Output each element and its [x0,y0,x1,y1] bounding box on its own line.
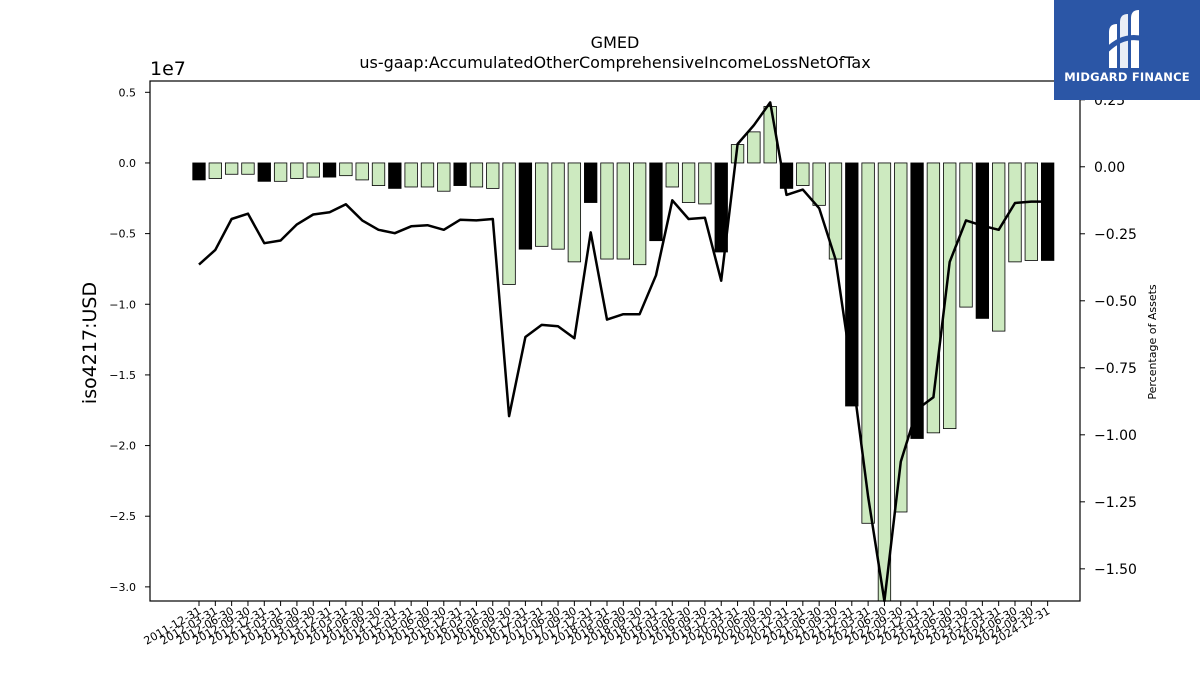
bar-2016-12-31 [518,162,533,250]
bar-2018-06-30 [616,162,630,260]
bars-group [192,106,1055,602]
bar-2023-06-30 [943,162,957,430]
bar-2014-12-31 [388,162,402,189]
bar-2012-03-31 [208,162,222,179]
bar-2012-06-30 [224,162,239,175]
chart-title: GMED [591,33,640,52]
y2-tick-label: −1.00 [1094,428,1137,444]
bar-2018-03-31 [600,162,614,260]
bar-2017-09-30 [567,162,582,263]
bar-2022-03-31 [861,162,875,524]
bar-2020-06-30 [747,131,761,164]
y-tick-label: 0.0 [119,157,137,170]
bar-2015-03-31 [404,162,418,188]
bar-2013-03-31 [273,162,288,182]
bar-2019-09-30 [698,162,712,205]
y2-tick-label: −0.50 [1094,294,1137,310]
bar-2012-09-30 [241,162,255,175]
bar-2024-09-30 [1024,162,1038,261]
bar-2018-09-30 [632,162,647,266]
y2-tick-label: −0.25 [1094,227,1137,243]
bar-2022-06-30 [877,162,892,602]
bar-2017-06-30 [551,162,565,250]
midgard-logo-icon [1105,10,1148,68]
y-tick-label: −2.0 [109,440,136,453]
bar-2014-09-30 [371,162,386,186]
y2-tick-label: −0.75 [1094,361,1137,377]
logo-text: MIDGARD FINANCE [1064,70,1190,84]
bar-2017-12-31 [584,162,598,203]
midgard-finance-logo: MIDGARD FINANCE [1054,0,1200,100]
bar-2021-03-31 [796,162,810,186]
right-y-ticks: 0.250.00−0.25−0.50−0.75−1.00−1.25−1.50 [1080,93,1137,578]
plot-frame [149,80,1081,602]
bar-2013-06-30 [290,162,304,179]
bar-2011-12-31 [192,162,206,181]
bar-2019-03-31 [665,162,679,188]
bar-2015-06-30 [420,162,435,188]
bar-2013-09-30 [306,162,320,178]
bar-2024-03-31 [992,162,1006,332]
bar-2024-12-31 [1040,162,1055,261]
y-tick-label: −3.0 [109,581,136,594]
bar-2023-09-30 [959,162,973,308]
bar-2021-06-30 [812,162,826,206]
bar-2019-06-30 [681,162,696,203]
bar-2012-12-31 [257,162,271,182]
bar-2022-09-30 [894,162,908,513]
y2-tick-label: −1.25 [1094,495,1137,511]
chart-subtitle: us-gaap:AccumulatedOtherComprehensiveInc… [359,53,870,72]
x-ticks: 2011-12-312012-03-312012-06-302012-09-30… [142,601,1052,648]
bar-2014-03-31 [339,162,353,177]
y-tick-label: −0.5 [109,228,136,241]
bar-2018-12-31 [649,162,663,242]
bar-2015-12-31 [453,162,467,186]
bar-2023-12-31 [975,162,990,319]
percentage-line [198,101,1048,603]
bar-2014-06-30 [355,162,369,181]
bar-2016-09-30 [502,162,516,285]
y-axis-label: iso4217:USD [79,282,101,404]
bar-2013-12-31 [322,162,337,178]
y2-tick-label: 0.00 [1094,160,1125,176]
y2-axis-label: Percentage of Assets [1146,284,1159,400]
y-tick-label: −1.0 [109,298,136,311]
left-y-ticks: 0.5 0.0 −0.5 −1.0 −1.5 −2.0 −2.5 −3.0 [109,86,150,594]
y-tick-label: −2.5 [109,510,136,523]
y-offset-label: 1e7 [150,58,186,80]
bar-2022-12-31 [910,162,924,439]
y-tick-label: 0.5 [119,86,137,99]
bar-2016-03-31 [469,162,484,188]
y2-tick-label: −1.50 [1094,562,1137,578]
bar-2015-09-30 [437,162,451,192]
bar-2020-09-30 [763,106,777,164]
bar-2016-06-30 [486,162,500,189]
bar-2017-03-31 [535,162,549,247]
bar-2019-12-31 [714,162,728,253]
y-tick-label: −1.5 [109,369,136,382]
line-group [198,101,1048,603]
